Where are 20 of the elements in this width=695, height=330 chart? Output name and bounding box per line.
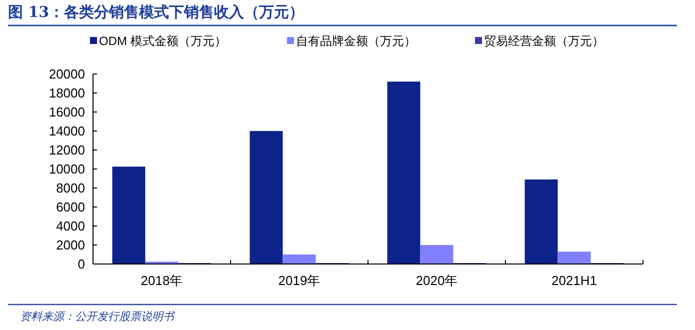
x-tick-label: 2018年: [140, 273, 183, 288]
y-tick-label: 12000: [48, 142, 85, 158]
x-tick-label: 2020年: [416, 273, 458, 288]
y-tick-label: 16000: [48, 104, 85, 120]
x-tick-label: 2019年: [278, 273, 320, 288]
y-tick-label: 2000: [56, 238, 85, 252]
y-tick-label: 6000: [56, 200, 85, 214]
legend-label: 贸易经营金额（万元）: [484, 34, 604, 48]
text: 资料来源：公开发行股票说明书: [20, 310, 176, 323]
y-tick-label: 0: [78, 256, 85, 272]
x-tick-label: 2021H1: [551, 273, 598, 288]
y-tick-label: 20000: [48, 66, 85, 82]
y-tick-label: 18000: [48, 86, 85, 100]
legend-label: 自有品牌金额（万元）: [296, 34, 416, 48]
y-tick-label: 10000: [48, 162, 85, 176]
y-tick-label: 4000: [56, 218, 85, 234]
legend-label: ODM 模式金额（万元）: [99, 34, 226, 48]
chart-title: 图 13：各类分销售模式下销售收入（万元）: [8, 3, 304, 21]
y-tick-label: 14000: [48, 124, 85, 138]
y-tick-label: 8000: [56, 180, 85, 196]
